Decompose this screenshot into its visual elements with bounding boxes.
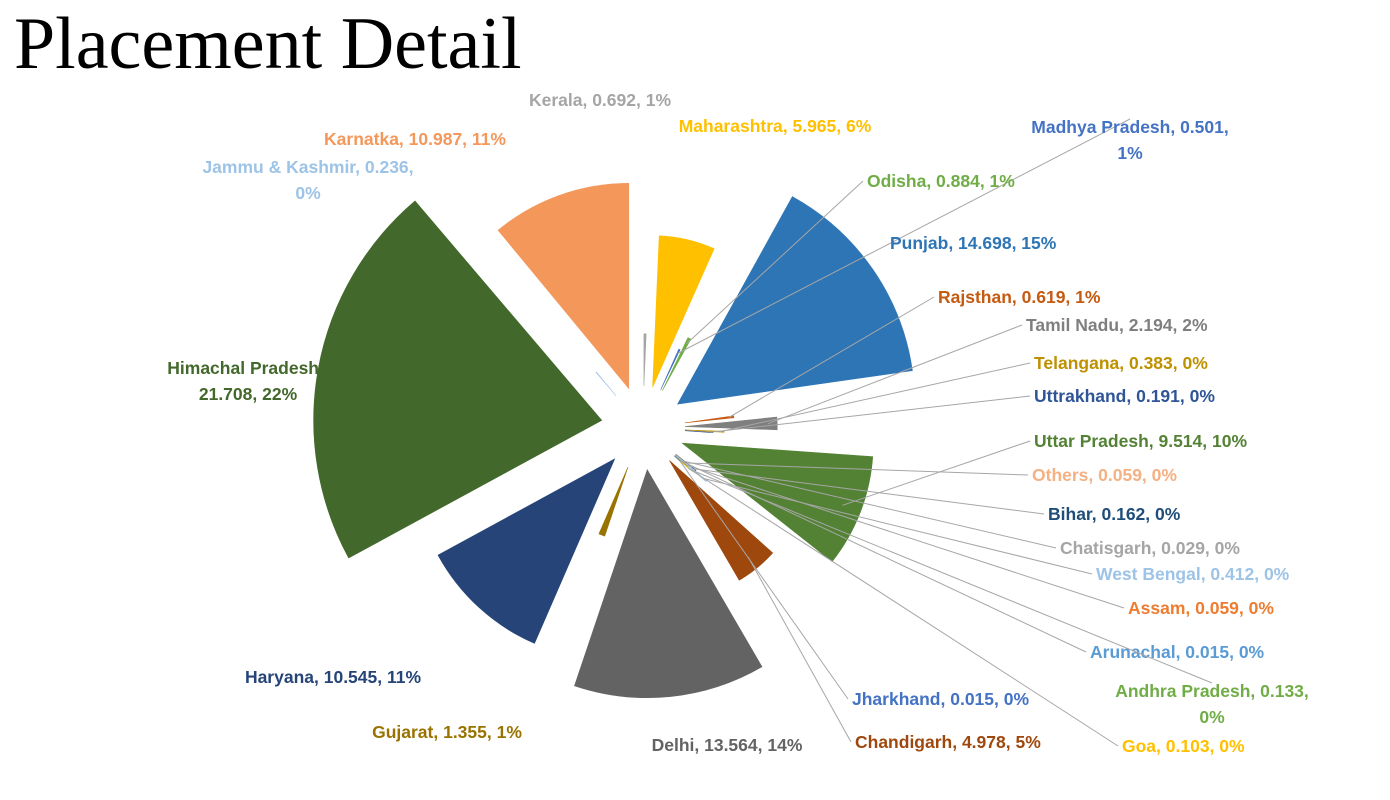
data-label-delhi: Delhi, 13.564, 14%: [652, 735, 803, 755]
leader-line-chandigarh: [747, 556, 852, 743]
pie-slice-haryana: [437, 458, 616, 644]
data-label-andhra-pradesh: Andhra Pradesh, 0.133, 0%: [1115, 681, 1309, 727]
data-label-jharkhand: Jharkhand, 0.015, 0%: [852, 689, 1029, 709]
data-label-goa: Goa, 0.103, 0%: [1122, 736, 1245, 756]
data-label-karnatka: Karnatka, 10.987, 11%: [324, 129, 506, 149]
data-label-uttar-pradesh: Uttar Pradesh, 9.514, 10%: [1034, 431, 1247, 451]
data-label-tamil-nadu: Tamil Nadu, 2.194, 2%: [1026, 315, 1208, 335]
pie-slice-maharashtra: [652, 235, 715, 388]
data-label-chatisgarh: Chatisgarh, 0.029, 0%: [1060, 538, 1240, 558]
leader-line-uttar-pradesh: [842, 440, 1031, 506]
data-label-himachal-pradesh: Himachal Pradesh, 21.708, 22%: [167, 358, 328, 404]
pie-slice-uttar-pradesh: [681, 442, 874, 563]
pie-slice-chandigarh: [669, 460, 774, 581]
leader-line-bihar: [693, 468, 1045, 515]
pie-slice-karnatka: [497, 182, 630, 390]
data-label-others: Others, 0.059, 0%: [1032, 465, 1177, 485]
pie-slice-jammu-and-kashmir: [595, 371, 617, 397]
data-label-maharashtra: Maharashtra, 5.965, 6%: [679, 116, 872, 136]
leader-line-tamil-nadu: [767, 324, 1023, 425]
data-label-kerala: Kerala, 0.692, 1%: [529, 90, 671, 110]
leader-line-others: [687, 462, 1029, 476]
data-label-rajsthan: Rajsthan, 0.619, 1%: [938, 287, 1101, 307]
leader-line-madhya-pradesh: [677, 118, 1131, 354]
pie-slice-rajsthan: [684, 415, 735, 424]
data-label-punjab: Punjab, 14.698, 15%: [890, 233, 1057, 253]
data-label-chandigarh: Chandigarh, 4.978, 5%: [855, 732, 1041, 752]
data-label-odisha: Odisha, 0.884, 1%: [867, 171, 1015, 191]
leader-line-chatisgarh: [683, 460, 1057, 549]
data-label-haryana: Haryana, 10.545, 11%: [245, 667, 422, 687]
pie-slice-tamil-nadu: [684, 416, 778, 431]
leader-line-goa: [688, 467, 1119, 747]
leader-line-assam: [685, 464, 1125, 609]
pie-slice-punjab: [677, 196, 913, 405]
data-label-madhya-pradesh: Madhya Pradesh, 0.501, 1%: [1031, 117, 1228, 163]
pie-slice-himachal-pradesh: [313, 200, 603, 559]
leader-line-rajsthan: [728, 296, 935, 418]
leader-line-arunachal: [680, 460, 1087, 653]
pie-slice-gujarat: [598, 467, 629, 537]
leader-line-jharkhand: [679, 460, 849, 700]
data-label-west-bengal: West Bengal, 0.412, 0%: [1096, 564, 1290, 584]
page-title: Placement Detail: [14, 3, 522, 85]
data-label-uttrakhand: Uttrakhand, 0.191, 0%: [1034, 386, 1215, 406]
pie-slice-delhi: [574, 469, 763, 699]
pie-slice-kerala: [643, 333, 647, 387]
data-label-bihar: Bihar, 0.162, 0%: [1048, 504, 1181, 524]
leader-line-odisha: [686, 180, 864, 344]
data-label-gujarat: Gujarat, 1.355, 1%: [372, 722, 522, 742]
data-label-assam: Assam, 0.059, 0%: [1128, 598, 1274, 618]
leader-line-west-bengal: [703, 477, 1093, 575]
pie-slice-madhya-pradesh: [660, 348, 681, 391]
leader-line-andhra-pradesh: [690, 469, 1213, 684]
leader-line-uttrakhand: [709, 395, 1031, 433]
data-label-jammu-and-kashmir: Jammu & Kashmir, 0.236, 0%: [202, 157, 413, 203]
leader-line-telangana: [719, 362, 1031, 433]
data-label-telangana: Telangana, 0.383, 0%: [1034, 353, 1208, 373]
data-label-arunachal: Arunachal, 0.015, 0%: [1090, 642, 1265, 662]
